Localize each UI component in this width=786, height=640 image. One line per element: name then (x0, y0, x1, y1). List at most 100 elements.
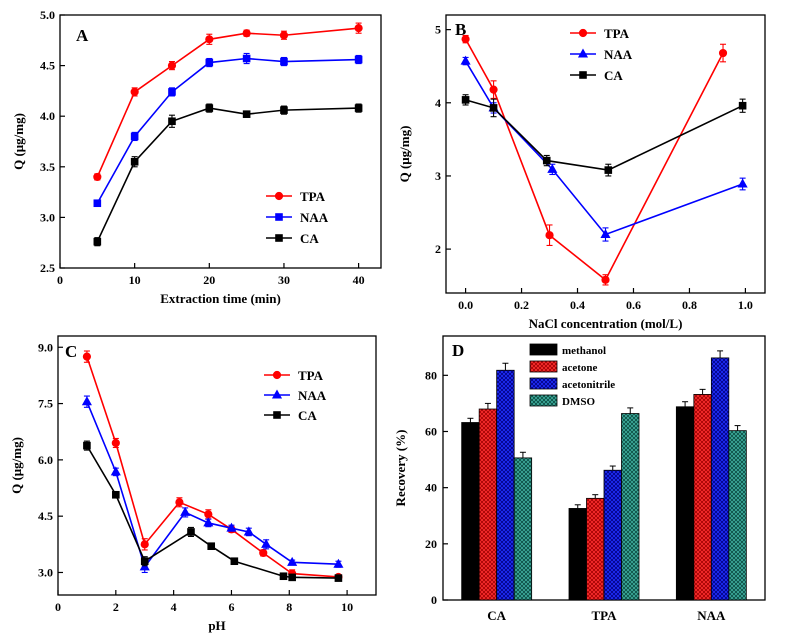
data-point (601, 275, 610, 284)
bar-DMSO (621, 413, 640, 601)
data-point (140, 557, 149, 566)
data-point (110, 466, 121, 476)
data-point (334, 574, 343, 582)
x-tick-label: 1.0 (738, 298, 753, 312)
legend-marker (579, 71, 587, 79)
data-point (130, 157, 139, 166)
series-line-naa (96, 57, 359, 204)
legend-swatch (529, 394, 558, 407)
y-tick-label: 2 (435, 242, 441, 256)
x-tick-label: 20 (203, 273, 215, 287)
data-point (461, 35, 470, 44)
series-naa (460, 55, 748, 242)
data-point (489, 104, 498, 112)
data-point (737, 178, 748, 188)
x-tick-label: 0.0 (458, 298, 473, 312)
x-tick-label: 10 (341, 600, 353, 614)
y-axis-label: Recovery (%) (393, 430, 408, 507)
data-point (489, 85, 498, 94)
data-point (280, 57, 288, 66)
data-point (287, 556, 298, 566)
y-tick-label: 2.5 (40, 261, 55, 275)
data-point (187, 528, 195, 536)
y-tick-label: 5 (435, 23, 441, 37)
y-axis-label: Q (μg/mg) (9, 437, 24, 494)
x-tick-label: 4 (171, 600, 177, 614)
data-point (226, 522, 237, 532)
bar-DMSO (513, 457, 533, 601)
legend-label: TPA (604, 26, 630, 41)
data-point (168, 117, 176, 126)
y-tick-label: 5.0 (40, 8, 55, 22)
y-tick-label: 40 (425, 481, 437, 495)
y-tick-label: 7.5 (38, 397, 53, 411)
plot-frame (59, 14, 382, 269)
y-axis-label: Q (μg/mg) (397, 126, 412, 183)
series-ca (83, 440, 343, 582)
bar-acetone (693, 394, 712, 601)
series-line-ca (465, 99, 743, 171)
data-point (180, 506, 191, 516)
plot-frame (445, 14, 766, 294)
y-tick-label: 4.5 (38, 509, 53, 523)
data-point (230, 557, 239, 566)
x-tick-label: 0 (55, 600, 61, 614)
x-tick-label: 0.6 (626, 298, 641, 312)
data-point (167, 61, 177, 70)
series-ca (461, 94, 747, 177)
x-axis-label: NaCl concentration (mol/L) (529, 316, 683, 331)
data-point (333, 558, 344, 568)
panel-label: A (76, 26, 89, 45)
data-point (207, 542, 216, 551)
series-tpa (461, 34, 728, 286)
y-tick-label: 4.0 (40, 109, 55, 123)
data-point (545, 231, 554, 240)
bar-acetonitrile (603, 469, 622, 601)
category-label: CA (487, 608, 506, 623)
series-line-naa (86, 401, 339, 569)
x-tick-label: 2 (113, 600, 119, 614)
legend-marker (272, 370, 282, 380)
y-tick-label: 3.0 (38, 565, 53, 579)
legend-label: CA (604, 68, 623, 83)
x-tick-label: 0.8 (682, 298, 697, 312)
legend-label: acetonitrile (562, 379, 615, 391)
x-tick-label: 0 (57, 273, 63, 287)
legend-label: TPA (298, 368, 324, 383)
data-point (243, 526, 254, 536)
chart-panel-d: D 0 20 40 60 80 Recovery (%) CA TPA NAA methanol ac… (393, 335, 766, 623)
data-point (168, 88, 176, 96)
panel-label: B (455, 20, 466, 39)
data-point (140, 540, 149, 549)
bar-methanol (568, 508, 587, 601)
bar-acetone (586, 497, 605, 601)
y-tick-label: 4 (435, 96, 441, 110)
data-point (81, 396, 92, 406)
data-point (82, 352, 92, 361)
legend-label: CA (298, 408, 317, 423)
y-tick-label: 9.0 (38, 340, 53, 354)
data-point (204, 510, 213, 519)
y-axis-label: Q (μg/mg) (11, 113, 26, 170)
legend-label: NAA (300, 210, 329, 225)
data-point (93, 199, 102, 208)
data-point (354, 104, 363, 112)
legend-label: NAA (298, 388, 327, 403)
legend-swatch (529, 377, 558, 390)
legend-marker (275, 234, 283, 242)
bar-acetonitrile (496, 369, 515, 601)
bar-acetone (478, 408, 498, 601)
legend-label: CA (300, 231, 319, 246)
chart-panel-a: A 0 10 20 30 40 2.5 3.0 3.5 4.0 4.5 5.0 Extraction t… (11, 8, 382, 306)
series-naa (93, 52, 363, 208)
data-point (259, 548, 268, 558)
data-point (547, 163, 558, 173)
x-axis-label: Extraction time (min) (160, 291, 281, 306)
series-tpa (93, 22, 363, 182)
data-point (604, 166, 613, 174)
data-point (354, 24, 363, 33)
y-tick-label: 3.5 (40, 160, 55, 174)
y-tick-label: 0 (431, 593, 437, 607)
category-label: TPA (591, 608, 617, 623)
